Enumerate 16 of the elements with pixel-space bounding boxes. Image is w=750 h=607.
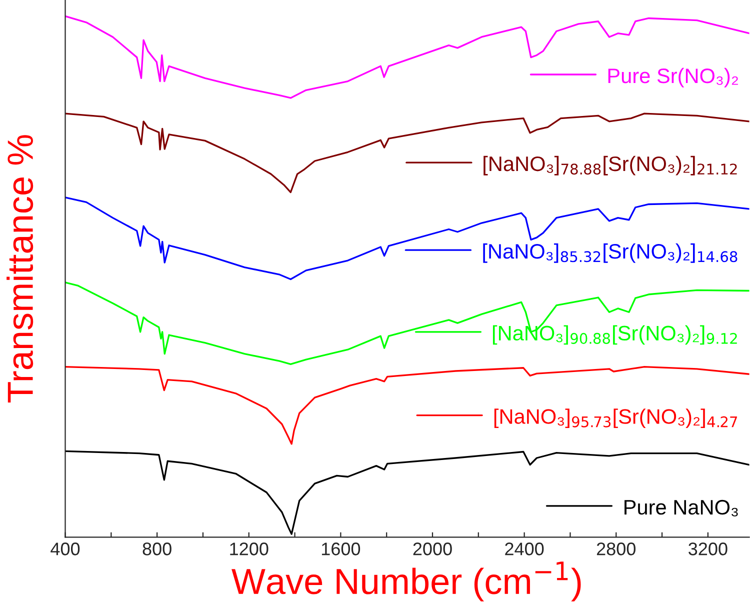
x-tick-label: 3200: [688, 542, 728, 556]
legend-label: [NaNO₃]$_{78.88}$[Sr(NO₃)₂]$_{21.12}$: [484, 156, 737, 176]
y-axis-title: Transmittance %: [6, 135, 34, 403]
legend-label: [NaNO₃]$_{90.88}$[Sr(NO₃)₂]$_{9.12}$: [492, 325, 737, 345]
legend-label: [NaNO₃]$_{95.73}$[Sr(NO₃)₂]$_{4.27}$: [494, 408, 738, 428]
x-tick-label: 2800: [596, 542, 636, 556]
x-tick-label: 1600: [322, 542, 360, 556]
legend-label: [NaNO₃]$_{85.32}$[Sr(NO₃)₂]$_{14.68}$: [483, 243, 738, 263]
legend-label: Pure Sr(NO₃)₂: [608, 68, 738, 88]
legend-label: Pure NaNO₃: [624, 500, 738, 516]
x-tick-label: 400: [50, 542, 80, 556]
x-tick-label: 800: [142, 542, 172, 556]
x-axis-title: Wave Number (cm$^{−1}$): [232, 562, 581, 602]
x-tick-label: 2000: [413, 542, 452, 556]
x-tick-label: 2400: [505, 542, 544, 556]
x-tick-label: 1200: [230, 542, 268, 556]
